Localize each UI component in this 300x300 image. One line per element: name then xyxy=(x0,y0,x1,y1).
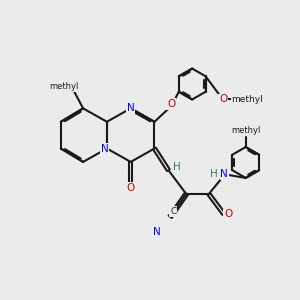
Text: O: O xyxy=(167,99,175,109)
Text: N: N xyxy=(153,227,161,237)
Text: O: O xyxy=(219,94,227,104)
Text: H: H xyxy=(173,162,181,172)
Text: methyl: methyl xyxy=(231,126,260,135)
Text: C: C xyxy=(170,207,176,216)
Text: O: O xyxy=(126,183,134,193)
Text: methyl: methyl xyxy=(231,95,263,104)
Text: N: N xyxy=(127,103,135,113)
Text: O: O xyxy=(224,209,232,220)
Text: H: H xyxy=(210,169,218,179)
Text: N: N xyxy=(100,143,108,154)
Text: N: N xyxy=(220,169,228,179)
Text: methyl: methyl xyxy=(50,82,79,91)
